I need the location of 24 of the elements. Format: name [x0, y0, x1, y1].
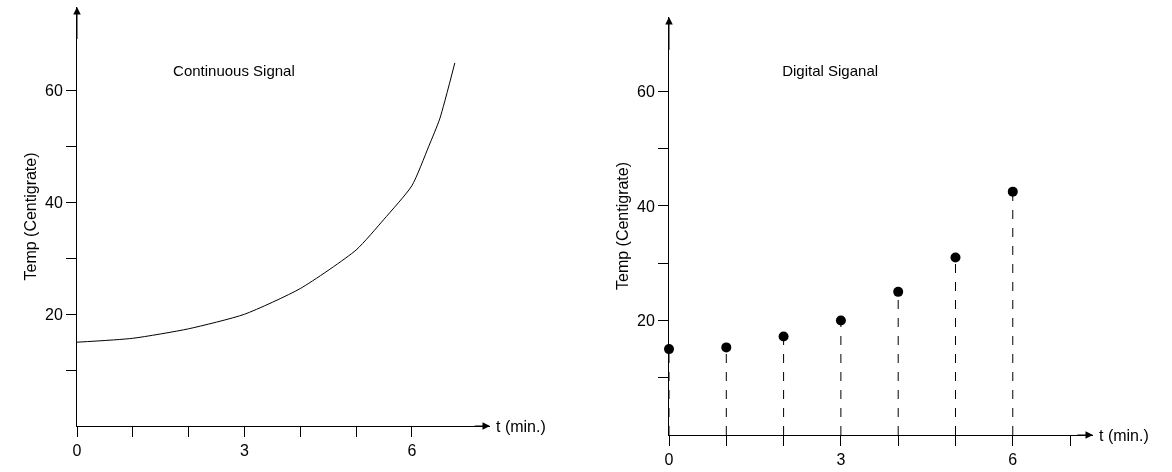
text: Digital Siganal — [782, 62, 879, 80]
x-tick-label: 0 — [72, 442, 82, 460]
y-tick-label: 20 — [45, 305, 63, 323]
y-axis-title: Temp (Centigrate) — [613, 161, 631, 291]
y-tick-label: 60 — [637, 83, 655, 101]
point — [950, 252, 961, 263]
x-tick-label: 6 — [407, 442, 417, 460]
point — [721, 342, 732, 353]
x-axis-title: t (min.) — [1099, 427, 1149, 444]
x-axis-title: t (min.) — [496, 418, 546, 435]
text: Continuous Signal — [173, 62, 295, 80]
y-tick-label: 40 — [637, 197, 655, 215]
y-tick-label: 60 — [45, 82, 63, 100]
point — [1007, 186, 1018, 197]
x-tick-label: 6 — [1008, 451, 1018, 469]
x-tick-label: 0 — [664, 451, 674, 469]
point — [835, 315, 846, 326]
point — [893, 286, 904, 297]
point — [778, 331, 789, 342]
x-tick-label: 3 — [836, 451, 846, 469]
y-tick-label: 40 — [45, 194, 63, 212]
x-tick-label: 3 — [239, 442, 249, 460]
y-axis-title: Temp (Centigrate) — [21, 152, 39, 281]
y-tick-label: 20 — [637, 312, 655, 330]
